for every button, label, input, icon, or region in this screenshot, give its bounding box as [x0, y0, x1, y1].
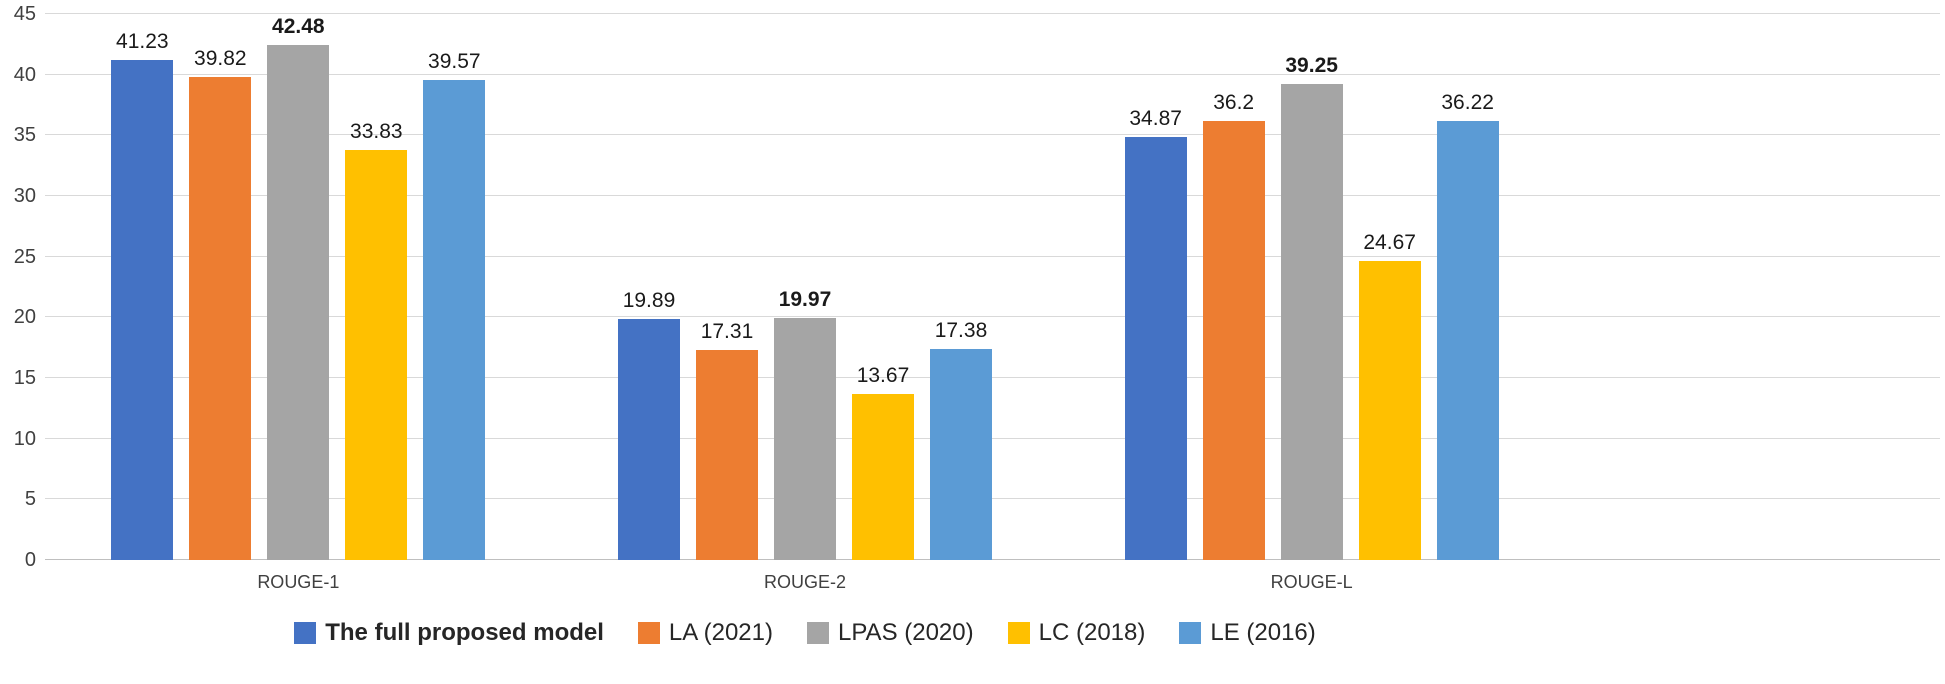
legend-item: LC (2018) — [1007, 619, 1146, 647]
legend-swatch — [806, 622, 829, 644]
bar: 17.31 — [695, 320, 758, 560]
gridline — [45, 377, 1940, 378]
gridline — [45, 498, 1940, 500]
x-axis-line — [45, 559, 1940, 560]
bar-value-label: 42.48 — [272, 14, 325, 38]
legend-item: LA (2021) — [637, 619, 773, 647]
bar-value-label: 17.38 — [934, 319, 988, 343]
gridline — [45, 13, 1940, 14]
bar: 39.82 — [189, 47, 252, 560]
bar: 13.67 — [851, 364, 914, 560]
bar: 42.48 — [267, 15, 330, 560]
legend-item: LE (2016) — [1179, 619, 1316, 647]
legend-label: LPAS (2020) — [837, 619, 974, 646]
x-axis: ROUGE-1 ROUGE-2 ROUGE-L — [45, 570, 1565, 596]
legend-label: LA (2021) — [668, 619, 773, 646]
bar-group: 34.87 36.2 39.25 24.67 36.22 — [1058, 14, 1565, 560]
bar: 36.22 — [1436, 91, 1499, 560]
legend-swatch — [637, 622, 660, 644]
legend-label: LE (2016) — [1210, 619, 1316, 646]
bar-value-label: 39.25 — [1285, 53, 1338, 77]
legend-swatch — [1179, 622, 1202, 644]
gridline — [45, 437, 1940, 439]
y-tick-label: 10 — [13, 427, 36, 450]
bar-value-label: 19.89 — [622, 288, 676, 312]
bar: 17.38 — [929, 319, 992, 560]
y-tick-label: 0 — [24, 549, 36, 571]
bar-value-label: 36.22 — [1441, 90, 1494, 114]
x-axis-category-label: ROUGE-1 — [257, 572, 340, 592]
bars-layer: 41.23 39.82 42.48 33.83 39.57 19.89 17.31 19.97… — [45, 14, 1565, 560]
x-axis-category-label: ROUGE-L — [1270, 572, 1353, 592]
x-axis-category-label: ROUGE-2 — [763, 572, 846, 592]
legend-item: The full proposed model — [294, 619, 604, 647]
bar: 39.57 — [423, 50, 486, 560]
legend-swatch — [294, 622, 317, 644]
bar-value-label: 41.23 — [116, 29, 169, 53]
y-tick-label: 45 — [13, 3, 36, 25]
bar-value-label: 39.57 — [428, 49, 481, 73]
y-axis: 0 5 10 15 20 25 30 35 40 45 — [0, 3, 36, 571]
legend-item: LPAS (2020) — [806, 619, 974, 647]
bar-value-label: 13.67 — [856, 364, 910, 388]
gridline — [45, 255, 1940, 257]
gridline — [45, 195, 1940, 196]
gridline — [45, 316, 1940, 318]
y-tick-label: 20 — [13, 306, 36, 329]
bar: 19.97 — [773, 288, 836, 560]
bar-value-label: 34.87 — [1129, 106, 1182, 130]
bar-value-label: 19.97 — [778, 287, 832, 311]
y-tick-label: 30 — [13, 185, 36, 207]
bar: 33.83 — [345, 120, 408, 560]
bar-value-label: 39.82 — [194, 46, 247, 70]
gridline — [45, 134, 1940, 136]
bar: 19.89 — [617, 289, 680, 560]
legend-swatch — [1007, 622, 1030, 644]
y-tick-label: 5 — [24, 488, 36, 511]
y-tick-label: 15 — [13, 367, 36, 389]
bar: 36.2 — [1202, 91, 1265, 560]
bar: 41.23 — [111, 30, 174, 560]
legend-label: LC (2018) — [1038, 619, 1146, 646]
bar-group: 41.23 39.82 42.48 33.83 39.57 — [45, 14, 552, 560]
bar-value-label: 33.83 — [350, 119, 403, 143]
bar: 39.25 — [1280, 54, 1343, 560]
plot-area — [45, 13, 1940, 560]
bar-group: 19.89 17.31 19.97 13.67 17.38 — [552, 14, 1059, 560]
legend: The full proposed model LA (2021) LPAS (20… — [45, 616, 1565, 650]
gridline — [45, 73, 1940, 75]
bar: 34.87 — [1124, 107, 1187, 560]
legend-label: The full proposed model — [325, 619, 604, 646]
bar-value-label: 24.67 — [1363, 230, 1416, 254]
y-tick-label: 35 — [13, 124, 36, 147]
y-tick-label: 40 — [13, 63, 36, 86]
bar-value-label: 36.2 — [1213, 90, 1255, 114]
y-tick-label: 25 — [13, 245, 36, 268]
bar: 24.67 — [1358, 231, 1421, 560]
bar-value-label: 17.31 — [700, 319, 754, 343]
